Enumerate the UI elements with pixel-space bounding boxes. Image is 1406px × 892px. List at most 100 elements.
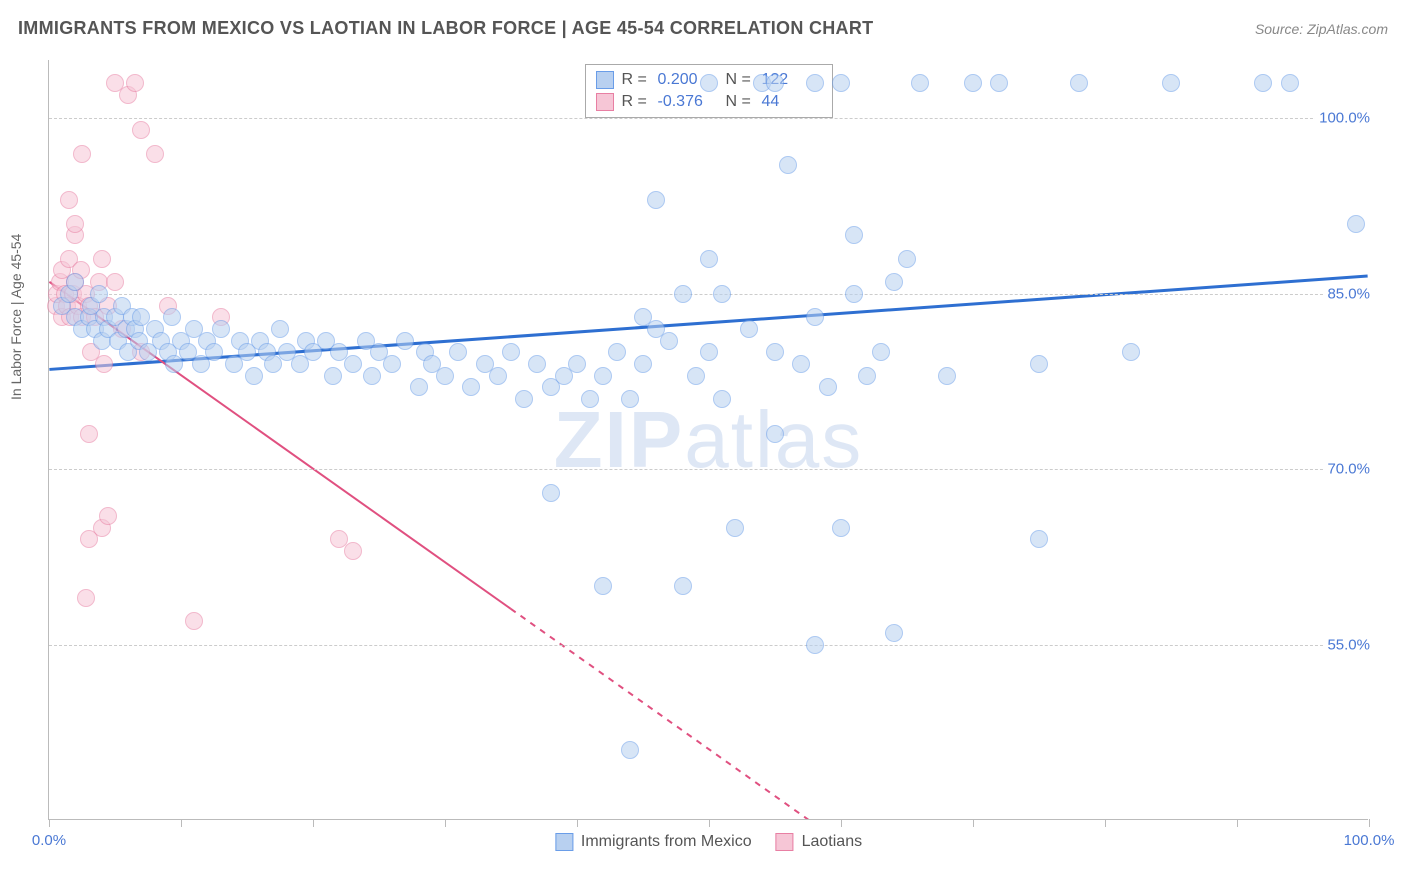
mexico-point (806, 74, 824, 92)
n-label: N = (726, 71, 754, 89)
mexico-point (713, 390, 731, 408)
trend-lines-svg (49, 60, 1368, 819)
mexico-point (324, 367, 342, 385)
n-label: N = (726, 93, 754, 111)
mexico-point (872, 343, 890, 361)
mexico-point (502, 343, 520, 361)
y-tick-label: 55.0% (1323, 636, 1370, 653)
scatter-plot: ZIPatlas R = 0.200 N = 122 R = -0.376 N … (48, 60, 1368, 820)
watermark: ZIPatlas (554, 394, 863, 486)
legend-swatch-mexico-icon (555, 833, 573, 851)
x-tick-label: 0.0% (32, 832, 66, 849)
mexico-point (66, 273, 84, 291)
laotian-point (66, 215, 84, 233)
y-tick-label: 85.0% (1323, 285, 1370, 302)
laotian-point (80, 425, 98, 443)
mexico-point (845, 285, 863, 303)
mexico-point (832, 519, 850, 537)
x-tick (973, 819, 974, 827)
mexico-point (1281, 74, 1299, 92)
mexico-point (245, 367, 263, 385)
title-bar: IMMIGRANTS FROM MEXICO VS LAOTIAN IN LAB… (18, 18, 1388, 39)
x-tick (313, 819, 314, 827)
mexico-point (726, 519, 744, 537)
mexico-point (1254, 74, 1272, 92)
mexico-point (766, 74, 784, 92)
y-axis-label: In Labor Force | Age 45-54 (8, 234, 24, 400)
mexico-point (212, 320, 230, 338)
mexico-point (885, 273, 903, 291)
mexico-point (271, 320, 289, 338)
mexico-point (647, 191, 665, 209)
x-tick (1105, 819, 1106, 827)
mexico-point (911, 74, 929, 92)
gridline (49, 294, 1368, 295)
mexico-point (621, 741, 639, 759)
laotian-point (93, 250, 111, 268)
series-legend: Immigrants from Mexico Laotians (555, 833, 862, 851)
legend-swatch-mexico (596, 71, 614, 89)
mexico-point (779, 156, 797, 174)
mexico-point (832, 74, 850, 92)
mexico-point (700, 343, 718, 361)
mexico-point (436, 367, 454, 385)
legend-row-laotian: R = -0.376 N = 44 (596, 91, 822, 113)
x-tick-label: 100.0% (1344, 832, 1395, 849)
mexico-point (515, 390, 533, 408)
x-tick (49, 819, 50, 827)
mexico-point (938, 367, 956, 385)
x-tick (1237, 819, 1238, 827)
laotian-point (77, 589, 95, 607)
mexico-point (990, 74, 1008, 92)
gridline (49, 469, 1368, 470)
mexico-point (766, 343, 784, 361)
mexico-point (383, 355, 401, 373)
mexico-point (819, 378, 837, 396)
mexico-point (845, 226, 863, 244)
mexico-point (792, 355, 810, 373)
legend-label-mexico: Immigrants from Mexico (581, 833, 752, 851)
n-value-laotian: 44 (762, 93, 822, 111)
mexico-point (396, 332, 414, 350)
x-tick (709, 819, 710, 827)
mexico-point (1030, 530, 1048, 548)
laotian-point (344, 542, 362, 560)
mexico-point (898, 250, 916, 268)
r-label: R = (622, 71, 650, 89)
laotian-point (73, 145, 91, 163)
laotian-point (95, 355, 113, 373)
mexico-point (489, 367, 507, 385)
mexico-point (674, 285, 692, 303)
mexico-point (528, 355, 546, 373)
mexico-point (660, 332, 678, 350)
mexico-point (740, 320, 758, 338)
mexico-point (621, 390, 639, 408)
mexico-point (713, 285, 731, 303)
laotian-point (106, 273, 124, 291)
laotian-point (185, 612, 203, 630)
mexico-point (542, 484, 560, 502)
mexico-point (410, 378, 428, 396)
chart-title: IMMIGRANTS FROM MEXICO VS LAOTIAN IN LAB… (18, 18, 873, 39)
mexico-point (1122, 343, 1140, 361)
mexico-point (90, 285, 108, 303)
mexico-point (344, 355, 362, 373)
x-tick (577, 819, 578, 827)
mexico-point (700, 74, 718, 92)
y-tick-label: 70.0% (1323, 461, 1370, 478)
mexico-point (462, 378, 480, 396)
gridline (49, 645, 1368, 646)
mexico-point (163, 308, 181, 326)
mexico-point (766, 425, 784, 443)
x-tick (181, 819, 182, 827)
r-value-laotian: -0.376 (658, 93, 718, 111)
mexico-point (885, 624, 903, 642)
mexico-point (806, 308, 824, 326)
mexico-point (568, 355, 586, 373)
mexico-point (964, 74, 982, 92)
mexico-point (806, 636, 824, 654)
x-tick (445, 819, 446, 827)
mexico-point (608, 343, 626, 361)
gridline (49, 118, 1368, 119)
mexico-point (1347, 215, 1365, 233)
